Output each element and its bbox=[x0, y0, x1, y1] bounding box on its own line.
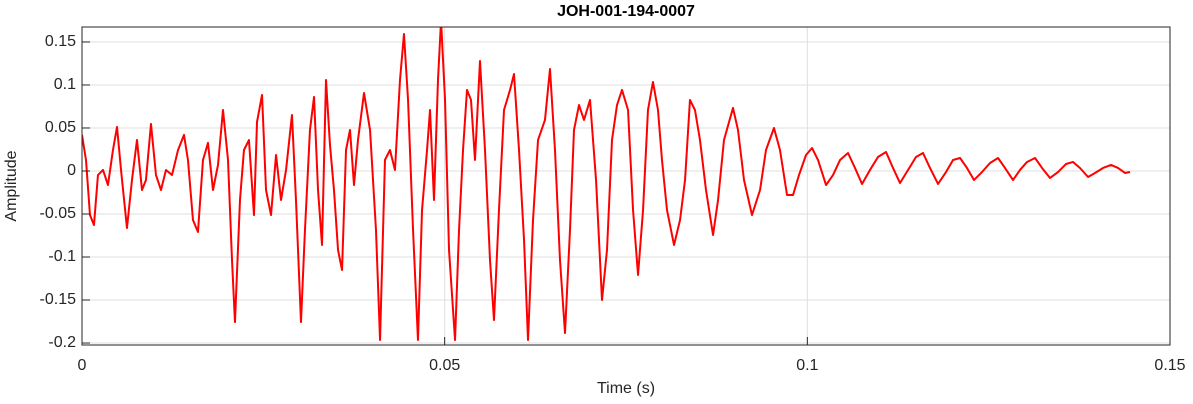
y-tick-label: 0.15 bbox=[45, 33, 76, 50]
y-tick-label: -0.05 bbox=[40, 205, 77, 222]
plot-area bbox=[82, 27, 1170, 345]
x-tick-label: 0.1 bbox=[796, 357, 818, 374]
grid bbox=[81, 27, 1171, 345]
y-axis-label: Amplitude bbox=[3, 150, 20, 221]
y-tick-label: -0.15 bbox=[40, 291, 77, 308]
y-tick-label: -0.2 bbox=[48, 334, 76, 351]
y-tick-label: 0 bbox=[67, 162, 76, 179]
x-tick-label: 0 bbox=[78, 357, 87, 374]
y-tick-label: 0.1 bbox=[54, 76, 76, 93]
x-axis-label: Time (s) bbox=[597, 380, 655, 397]
plot-frame bbox=[81, 26, 1171, 346]
x-tick-label: 0.05 bbox=[429, 357, 460, 374]
lines bbox=[82, 27, 1131, 342]
x-tick-label: 0.15 bbox=[1154, 357, 1185, 374]
chart-title: JOH-001-194-0007 bbox=[557, 3, 695, 20]
y-tick-label: 0.05 bbox=[45, 119, 76, 136]
y-tick-label: -0.1 bbox=[48, 248, 76, 265]
waveform-line bbox=[82, 27, 1131, 342]
